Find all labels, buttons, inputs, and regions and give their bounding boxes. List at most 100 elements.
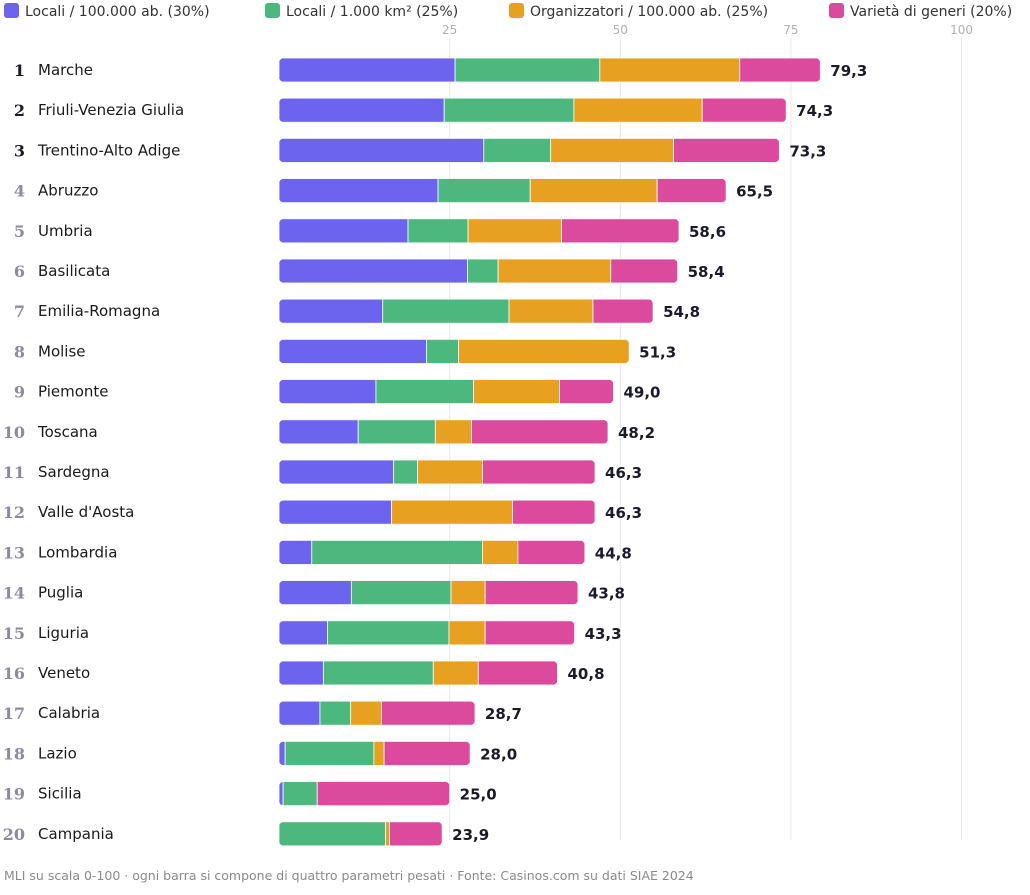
bar-segment <box>497 259 612 283</box>
bar-segment <box>561 218 680 243</box>
bar-segment <box>484 620 575 645</box>
region-label: Lombardia <box>38 543 117 561</box>
bar-segment <box>279 379 377 404</box>
bar-segment <box>279 540 313 565</box>
bar-segment <box>316 781 450 806</box>
bar-segment <box>279 460 395 484</box>
rank-label: 12 <box>3 503 25 522</box>
bar-row: 2 Friuli-Venezia Giulia 74,3 <box>14 98 833 123</box>
stacked-bar <box>279 620 575 645</box>
tick-label: 100 <box>950 23 973 37</box>
bar-segment <box>393 460 418 484</box>
bar-segment <box>454 58 601 82</box>
total-label: 54,8 <box>663 303 700 321</box>
bar-segment <box>375 379 474 404</box>
stacked-bar <box>279 379 614 404</box>
region-label: Liguria <box>38 624 89 642</box>
total-label: 73,3 <box>789 142 826 160</box>
bar-segment <box>432 661 479 685</box>
bar-segment <box>350 580 452 605</box>
legend-item: Locali / 100.000 ab. (30%) <box>4 3 210 20</box>
legend-swatch <box>829 3 844 18</box>
bar-segment <box>417 460 483 484</box>
total-label: 28,7 <box>485 705 522 723</box>
rank-label: 1 <box>14 61 25 80</box>
region-label: Campania <box>38 825 114 843</box>
legend-item: Varietà di generi (20%) <box>829 3 1012 20</box>
stacked-bar <box>279 540 585 565</box>
total-label: 23,9 <box>452 826 489 844</box>
total-label: 44,8 <box>595 544 632 562</box>
bar-segment <box>357 419 436 444</box>
legend-label: Locali / 100.000 ab. (30%) <box>25 4 210 20</box>
total-label: 74,3 <box>796 102 833 120</box>
region-label: Emilia-Romagna <box>38 302 160 320</box>
bar-row: 19 Sicilia 25,0 <box>3 781 497 806</box>
bar-row: 3 Trentino-Alto Adige 73,3 <box>14 138 826 163</box>
bar-segment <box>512 500 596 525</box>
region-label: Puglia <box>38 584 83 602</box>
total-label: 28,0 <box>480 745 517 763</box>
total-label: 79,3 <box>830 62 867 80</box>
footnote: MLI su scala 0-100 · ogni barra si compo… <box>4 868 694 883</box>
bar-segment <box>279 701 321 726</box>
legend-label: Varietà di generi (20%) <box>850 4 1012 20</box>
bar-segment <box>482 540 519 565</box>
region-label: Abruzzo <box>38 182 98 200</box>
stacked-bar <box>279 661 558 685</box>
rank-label: 10 <box>3 423 25 442</box>
stacked-bar <box>279 701 475 726</box>
stacked-bar <box>279 741 471 766</box>
bar-segment <box>279 500 393 525</box>
bar-segment <box>573 98 703 123</box>
region-label: Marche <box>38 61 93 79</box>
legend: Locali / 100.000 ab. (30%) Locali / 1.000… <box>4 3 1012 20</box>
bar-segment <box>279 299 384 324</box>
rank-label: 17 <box>3 704 25 723</box>
rank-label: 4 <box>14 182 25 201</box>
bar-row: 4 Abruzzo 65,5 <box>14 178 773 203</box>
bar-segment <box>656 178 727 203</box>
bar-row: 16 Veneto 40,8 <box>3 661 605 685</box>
rank-label: 9 <box>14 383 25 402</box>
bar-segment <box>483 138 552 163</box>
bar-segment <box>319 701 352 726</box>
bar-segment <box>282 781 318 806</box>
region-label: Valle d'Aosta <box>38 503 134 521</box>
total-label: 49,0 <box>623 384 660 402</box>
rank-label: 18 <box>3 744 25 763</box>
region-label: Sicilia <box>38 785 82 803</box>
stacked-bar <box>279 500 596 525</box>
region-label: Calabria <box>38 704 100 722</box>
rank-label: 8 <box>14 342 25 361</box>
bar-row: 20 Campania 23,9 <box>3 821 489 846</box>
rank-label: 6 <box>14 262 25 281</box>
legend-swatch <box>265 3 280 18</box>
bar-segment <box>508 299 594 324</box>
rank-label: 5 <box>14 222 25 241</box>
stacked-bar <box>279 339 630 364</box>
bar-segment <box>484 580 578 605</box>
legend-label: Organizzatori / 100.000 ab. (25%) <box>530 4 768 20</box>
bar-row: 6 Basilicata 58,4 <box>14 259 725 283</box>
stacked-bar <box>279 299 654 324</box>
bar-segment <box>284 741 375 766</box>
stacked-bar <box>279 460 596 484</box>
region-label: Veneto <box>38 664 90 682</box>
stacked-bar <box>279 178 727 203</box>
bar-segment <box>448 620 486 645</box>
bar-row: 17 Calabria 28,7 <box>3 701 522 726</box>
bar-segment <box>701 98 787 123</box>
legend-swatch <box>4 3 19 18</box>
total-label: 51,3 <box>639 343 676 361</box>
bar-segment <box>279 741 286 766</box>
rank-label: 20 <box>3 825 25 844</box>
bar-segment <box>279 138 485 163</box>
bar-segment <box>327 620 450 645</box>
bar-segment <box>383 741 471 766</box>
bar-row: 11 Sardegna 46,3 <box>3 460 642 484</box>
region-label: Toscana <box>37 423 98 441</box>
bar-segment <box>559 379 614 404</box>
bar-segment <box>380 701 475 726</box>
bar-segment <box>473 379 560 404</box>
